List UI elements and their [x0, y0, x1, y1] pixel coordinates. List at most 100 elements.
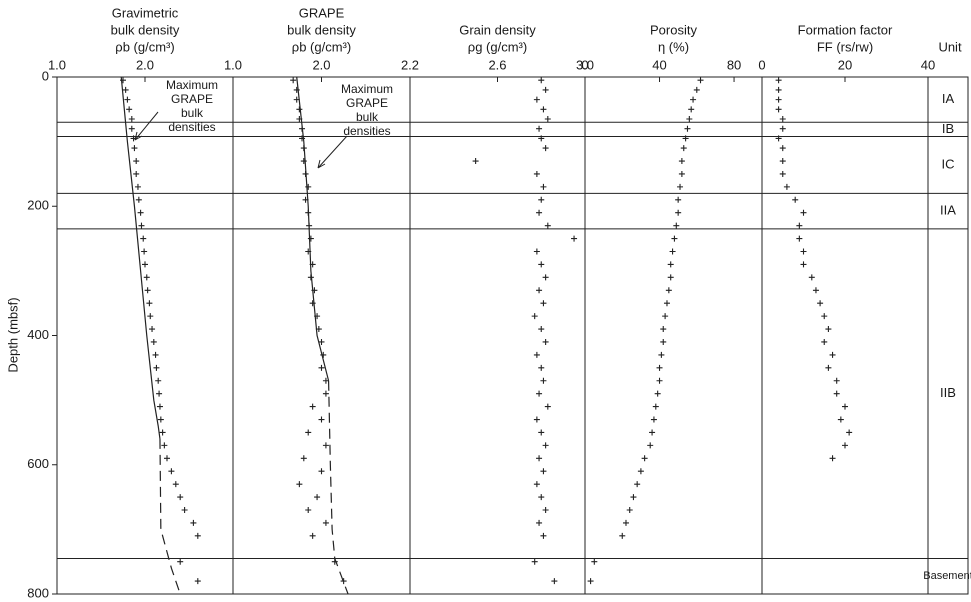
data-point [309, 532, 316, 539]
data-point [133, 170, 140, 177]
max-density-curve [296, 76, 330, 381]
data-point [538, 77, 545, 84]
data-point [146, 300, 153, 307]
data-point [833, 390, 840, 397]
data-point [551, 578, 558, 585]
data-point [540, 300, 547, 307]
data-point [128, 125, 135, 132]
x-tick-label: 2.0 [136, 57, 154, 72]
y-tick-label: 800 [27, 585, 49, 600]
data-point [678, 170, 685, 177]
annotation: bulk [356, 110, 379, 124]
data-point [779, 170, 786, 177]
data-point [177, 558, 184, 565]
annotation: Maximum [341, 82, 393, 96]
panel-title: GRAPE [299, 5, 345, 20]
data-point [808, 274, 815, 281]
data-point [680, 145, 687, 152]
data-point [130, 135, 137, 142]
data-point [538, 261, 545, 268]
unit-label: Basement [923, 570, 971, 582]
data-point [156, 403, 163, 410]
data-point [842, 442, 848, 449]
data-point [779, 145, 786, 152]
data-point [153, 364, 160, 371]
data-point [649, 429, 656, 436]
data-point [619, 532, 626, 539]
data-point [181, 506, 188, 513]
data-point [775, 96, 782, 103]
data-point [817, 300, 824, 307]
data-point [542, 145, 549, 152]
annotation-arrow [317, 135, 348, 169]
data-point [296, 481, 303, 488]
x-tick-label: 0 [758, 57, 765, 72]
y-tick-label: 0 [42, 68, 49, 83]
data-point [542, 274, 549, 281]
data-point [656, 377, 663, 384]
data-point [571, 235, 578, 242]
data-point [538, 429, 545, 436]
annotation: bulk [181, 106, 204, 120]
data-point [540, 468, 547, 475]
data-point [678, 158, 685, 165]
data-point [161, 442, 168, 449]
data-point [825, 326, 832, 333]
x-tick-label: 1.0 [224, 57, 242, 72]
data-point [157, 416, 164, 423]
data-point [138, 222, 145, 229]
data-point [309, 403, 316, 410]
data-point [190, 519, 197, 526]
data-point [536, 390, 543, 397]
data-point [544, 403, 551, 410]
max-density-curve [120, 76, 161, 439]
data-point [194, 532, 201, 539]
data-point [775, 135, 782, 142]
data-point [667, 274, 674, 281]
data-point [682, 135, 689, 142]
data-point [544, 116, 551, 123]
data-point [538, 494, 545, 501]
data-point [155, 377, 162, 384]
panel-title: Gravimetric [112, 5, 179, 20]
panel-title: FF (rs/rw) [817, 39, 873, 54]
unit-label: IA [942, 91, 955, 106]
data-point [675, 196, 682, 203]
data-point [300, 455, 307, 462]
data-point [660, 326, 667, 333]
data-point [775, 106, 782, 113]
data-point [305, 429, 312, 436]
data-point [540, 106, 547, 113]
data-point [663, 300, 670, 307]
data-point [800, 209, 807, 216]
panel-title: bulk density [287, 22, 356, 37]
data-point [126, 106, 133, 113]
data-point [775, 86, 782, 93]
data-point [305, 183, 312, 190]
data-point [290, 77, 297, 84]
data-point [542, 442, 549, 449]
data-point [177, 494, 184, 501]
data-point [309, 300, 316, 307]
data-point [846, 429, 853, 436]
x-tick-label: 2.0 [312, 57, 330, 72]
data-point [314, 494, 321, 501]
data-point [812, 287, 819, 294]
data-point [542, 338, 549, 345]
data-point [168, 468, 175, 475]
unit-label: IC [942, 156, 955, 171]
data-point [533, 248, 540, 255]
x-tick-label: 0 [581, 57, 588, 72]
data-point [800, 248, 807, 255]
y-axis-label: Depth (mbsf) [5, 297, 20, 372]
data-point [322, 377, 329, 384]
panel-title: ρb (g/cm³) [292, 39, 351, 54]
data-point [142, 261, 148, 268]
y-tick-label: 200 [27, 198, 49, 213]
data-point [536, 209, 543, 216]
data-point [128, 116, 135, 123]
x-tick-label: 40 [652, 57, 666, 72]
annotation: Maximum [166, 78, 218, 92]
